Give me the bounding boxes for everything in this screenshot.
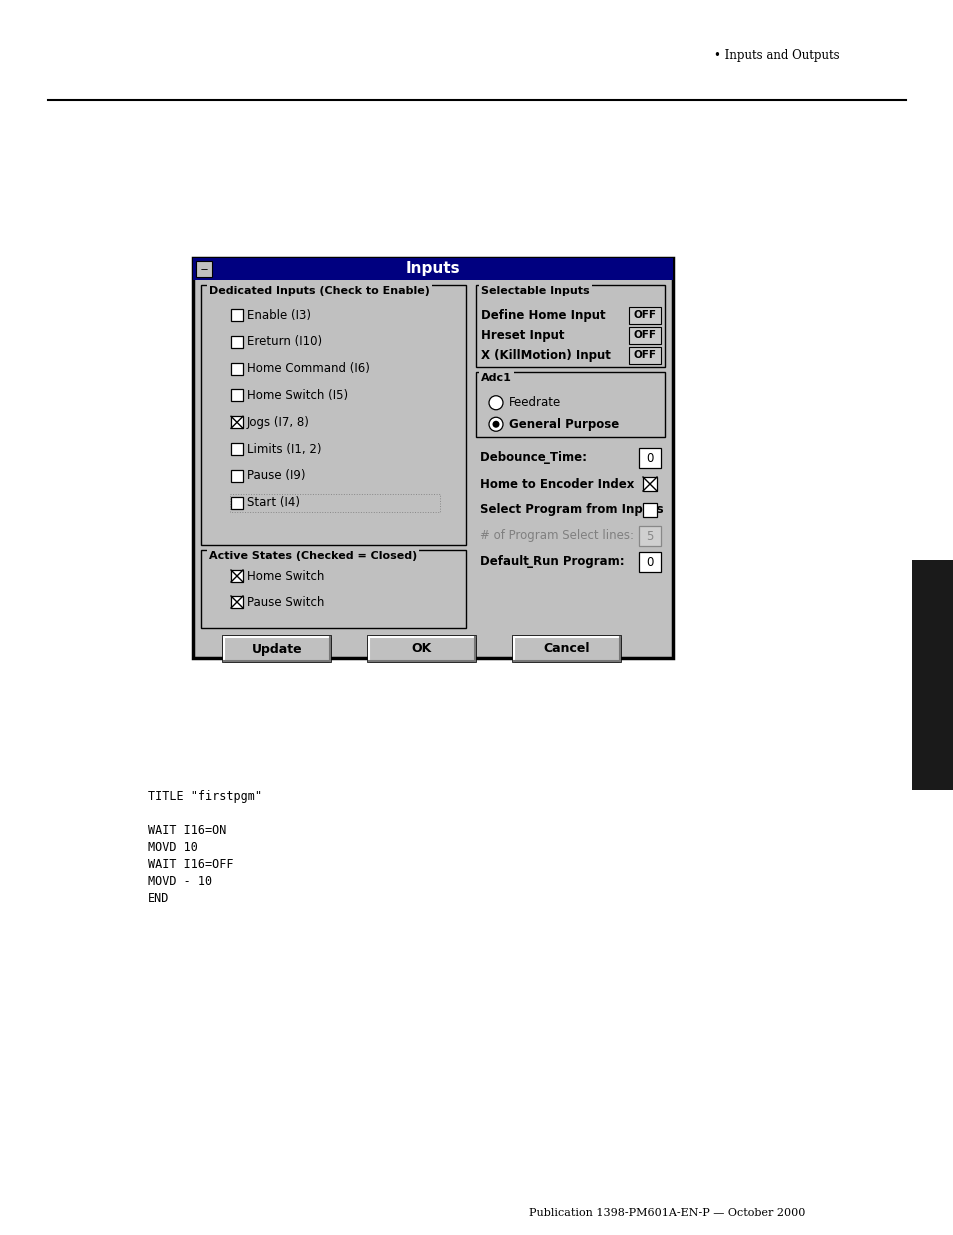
- Text: Active States (Checked = Closed): Active States (Checked = Closed): [209, 551, 416, 561]
- Text: Select Program from Inputs: Select Program from Inputs: [479, 504, 663, 516]
- Bar: [642, 503, 657, 517]
- Text: Start (I4): Start (I4): [247, 496, 299, 509]
- Text: MOVD - 10: MOVD - 10: [148, 876, 212, 888]
- Bar: [231, 309, 243, 321]
- Bar: [639, 552, 660, 572]
- Text: Feedrate: Feedrate: [509, 396, 560, 409]
- Bar: [230, 494, 439, 511]
- Text: Inputs: Inputs: [405, 262, 460, 277]
- Bar: [628, 347, 660, 363]
- Bar: [223, 636, 331, 662]
- Bar: [201, 550, 465, 629]
- Text: Update: Update: [252, 642, 302, 656]
- Text: X (KillMotion) Input: X (KillMotion) Input: [480, 348, 610, 362]
- Text: Cancel: Cancel: [543, 642, 590, 656]
- Text: Hreset Input: Hreset Input: [480, 329, 564, 342]
- Text: General Purpose: General Purpose: [509, 417, 618, 431]
- Text: OFF: OFF: [633, 350, 656, 359]
- Text: WAIT I16=OFF: WAIT I16=OFF: [148, 858, 233, 871]
- Text: Ereturn (I10): Ereturn (I10): [247, 336, 322, 348]
- Text: OFF: OFF: [633, 330, 656, 340]
- Bar: [193, 258, 672, 658]
- Text: • Inputs and Outputs: • Inputs and Outputs: [713, 48, 839, 62]
- Bar: [231, 471, 243, 482]
- Text: 0: 0: [645, 556, 653, 568]
- Text: Home to Encoder Index: Home to Encoder Index: [479, 478, 634, 490]
- Text: 5: 5: [645, 530, 653, 542]
- Text: Jogs (I7, 8): Jogs (I7, 8): [247, 416, 310, 429]
- Text: Home Switch: Home Switch: [247, 569, 324, 583]
- Text: END: END: [148, 892, 170, 905]
- Bar: [201, 285, 465, 545]
- Circle shape: [489, 417, 502, 431]
- Text: OFF: OFF: [633, 310, 656, 320]
- Text: Publication 1398-PM601A-EN-P — October 2000: Publication 1398-PM601A-EN-P — October 2…: [529, 1208, 805, 1218]
- Text: Enable (I3): Enable (I3): [247, 309, 311, 321]
- Text: Home Switch (I5): Home Switch (I5): [247, 389, 348, 401]
- Text: MOVD 10: MOVD 10: [148, 841, 197, 853]
- Bar: [193, 258, 672, 280]
- Text: Home Command (I6): Home Command (I6): [247, 362, 370, 375]
- Bar: [231, 336, 243, 348]
- Bar: [195, 261, 212, 277]
- Text: 0: 0: [645, 452, 653, 464]
- Text: OK: OK: [412, 642, 432, 656]
- Text: Pause (I9): Pause (I9): [247, 469, 305, 483]
- Bar: [628, 306, 660, 324]
- Text: Adc1: Adc1: [480, 373, 512, 383]
- Bar: [911, 559, 953, 790]
- Bar: [231, 389, 243, 401]
- Circle shape: [492, 421, 499, 427]
- Bar: [368, 636, 476, 662]
- Text: TITLE "firstpgm": TITLE "firstpgm": [148, 790, 262, 803]
- Text: Define Home Input: Define Home Input: [480, 309, 605, 321]
- Bar: [476, 372, 664, 437]
- Bar: [231, 597, 243, 608]
- Bar: [628, 326, 660, 343]
- Circle shape: [489, 395, 502, 410]
- Bar: [231, 416, 243, 429]
- Bar: [231, 496, 243, 509]
- Text: Limits (I1, 2): Limits (I1, 2): [247, 442, 321, 456]
- Bar: [639, 526, 660, 546]
- Bar: [639, 448, 660, 468]
- Bar: [231, 363, 243, 374]
- Text: WAIT I16=ON: WAIT I16=ON: [148, 824, 226, 837]
- Text: Selectable Inputs: Selectable Inputs: [480, 287, 589, 296]
- Text: —: —: [200, 266, 208, 272]
- Text: Dedicated Inputs (Check to Enable): Dedicated Inputs (Check to Enable): [209, 287, 430, 296]
- Bar: [642, 477, 657, 492]
- Bar: [231, 571, 243, 582]
- Text: Pause Switch: Pause Switch: [247, 595, 324, 609]
- Text: # of Program Select lines:: # of Program Select lines:: [479, 530, 634, 542]
- Bar: [231, 443, 243, 456]
- Bar: [513, 636, 620, 662]
- Bar: [476, 285, 664, 367]
- Text: Default ̲Run Program:: Default ̲Run Program:: [479, 556, 624, 568]
- Text: Debounce ̲Time:: Debounce ̲Time:: [479, 452, 586, 464]
